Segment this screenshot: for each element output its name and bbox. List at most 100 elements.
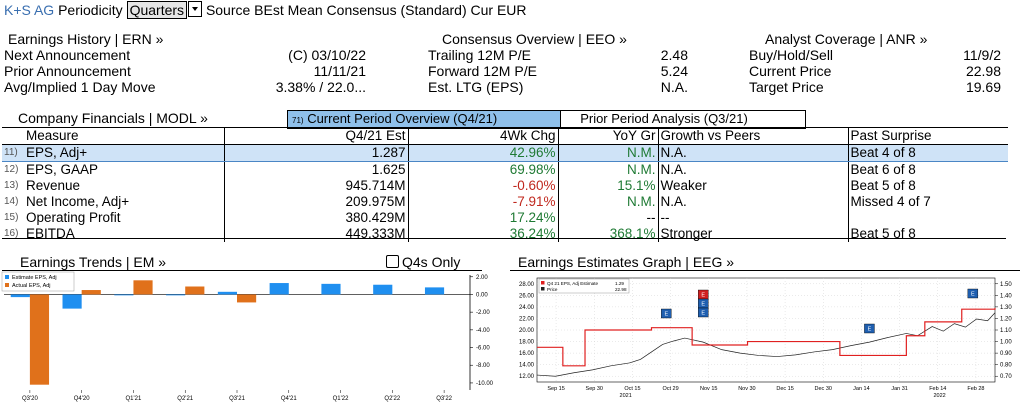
eps-estimate-line <box>537 308 996 367</box>
estimate-cell: 1.287 <box>224 144 409 162</box>
info-row: Trailing 12M P/E 2.48 <box>428 47 688 63</box>
left-tick-label: 18.00 <box>519 340 535 346</box>
info-row: Est. LTG (EPS) N.A. <box>428 79 688 95</box>
table-row[interactable]: 12) EPS, GAAP 1.625 69.98% N.M. N.A. Bea… <box>2 161 1008 178</box>
x-tick-label: Oct 15 <box>624 386 640 392</box>
periodicity-dropdown[interactable]: Quarters <box>126 1 188 19</box>
measure-cell: EPS, Adj+ <box>24 144 225 162</box>
row-number: 11) <box>2 144 24 162</box>
bar-actual <box>133 280 153 295</box>
row-number: 14) <box>4 196 19 207</box>
bar-estimate <box>114 294 134 296</box>
estimates-graph-title[interactable]: Earnings Estimates Graph | EEG » <box>518 254 735 270</box>
info-label: Avg/Implied 1 Day Move <box>4 79 156 95</box>
info-value: 2.48 <box>660 47 688 63</box>
column-header[interactable]: Past Surprise <box>848 127 1008 145</box>
change-cell: 36.24% <box>408 226 559 242</box>
tab-number: 71) <box>292 116 304 125</box>
right-tick-label: 0.80 <box>1000 363 1012 369</box>
financials-title[interactable]: Company Financials | MODL » <box>18 110 208 126</box>
yoy-cell: N.M. <box>558 144 659 162</box>
peers-cell: Stronger <box>658 226 849 242</box>
table-row[interactable]: 15) Operating Profit 380.429M 17.24% -- … <box>2 210 1008 226</box>
column-header[interactable]: Measure <box>24 127 225 145</box>
x-tick-label: Jan 31 <box>891 386 908 392</box>
legend-label: Actual EPS, Adj <box>12 283 51 289</box>
chevron-down-icon[interactable] <box>188 1 203 17</box>
bar-estimate <box>269 283 289 295</box>
measure-cell: Revenue <box>24 178 225 194</box>
earnings-estimates-chart[interactable]: 12.00 14.00 16.00 18.00 20.00 22.00 24.00 26.00… <box>505 270 1024 402</box>
peers-cell: N.A. <box>658 161 849 178</box>
analyst-title[interactable]: Analyst Coverage | ANR » <box>765 31 928 47</box>
x-tick-label: Q3'20 <box>22 396 38 402</box>
x-tick-label: Jan 14 <box>853 386 870 392</box>
earnings-marker <box>661 308 672 319</box>
y-tick-label: -10.00 <box>476 381 494 387</box>
legend-label: Q4 21 EPS, Adj Estimate <box>547 281 599 286</box>
earnings-marker <box>864 323 875 334</box>
bar-actual <box>237 294 257 303</box>
header-bar: K+S AG Periodicity Quarters Source BEst … <box>4 1 527 19</box>
info-label: Next Announcement <box>4 47 131 63</box>
column-header[interactable]: YoY Gr <box>558 127 659 145</box>
left-tick-label: 22.00 <box>519 316 535 322</box>
right-tick-label: 1.20 <box>1000 316 1012 322</box>
column-header[interactable]: 4Wk Chg <box>408 127 559 145</box>
legend-label: Price <box>547 287 558 292</box>
graph-rule <box>510 270 1020 271</box>
earnings-history-title[interactable]: Earnings History | ERN » <box>8 31 164 47</box>
change-cell: -0.60% <box>408 178 559 194</box>
bar-estimate <box>321 283 341 295</box>
source-text: Source BEst Mean Consensus (Standard) Cu… <box>205 2 527 18</box>
tab-number: 72) <box>565 116 577 125</box>
q4s-only-checkbox[interactable]: Q4s Only <box>386 254 460 270</box>
surprise-cell: Beat 4 of 8 <box>848 144 1008 162</box>
legend-swatch <box>541 287 545 291</box>
yoy-cell: 368.1% <box>558 226 659 242</box>
earnings-trends-title[interactable]: Earnings Trends | EM » <box>20 254 167 270</box>
info-label: Forward 12M P/E <box>428 63 537 79</box>
table-row[interactable]: 13) Revenue 945.714M -0.60% 15.1% Weaker… <box>2 178 1008 194</box>
measure-cell: Net Income, Adj+ <box>24 194 225 210</box>
column-header[interactable]: Q4/21 Est <box>224 127 409 145</box>
legend-swatch <box>541 281 545 285</box>
estimate-cell: 209.975M <box>224 194 409 210</box>
x-tick-label: Sep 30 <box>586 386 603 392</box>
row-number: 15) <box>4 212 19 223</box>
x-tick-label: Q1'22 <box>333 396 349 402</box>
x-tick-label: Q4'21 <box>281 396 297 402</box>
x-tick-label: Dec 15 <box>776 386 793 392</box>
info-row: Current Price 22.98 <box>749 63 1001 79</box>
consensus-title[interactable]: Consensus Overview | EEO » <box>442 31 627 47</box>
earnings-marker-label: E <box>664 312 668 318</box>
x-tick-label: Q2'21 <box>177 396 193 402</box>
right-tick-label: 1.30 <box>1000 305 1012 311</box>
info-value: 5.24 <box>660 63 688 79</box>
yoy-cell: N.M. <box>558 194 659 210</box>
change-cell: 17.24% <box>408 210 559 226</box>
x-tick-label: Dec 30 <box>815 386 832 392</box>
right-tick-label: 1.50 <box>1000 282 1012 288</box>
info-value: 19.69 <box>965 79 1001 95</box>
x-year-label: 2021 <box>620 393 632 399</box>
right-tick-label: 1.40 <box>1000 293 1012 299</box>
info-row: Target Price 19.69 <box>749 79 1001 95</box>
checkbox-icon[interactable] <box>386 255 399 268</box>
change-cell: 42.96% <box>408 144 559 162</box>
surprise-cell: Missed 4 of 7 <box>850 194 931 209</box>
table-row[interactable]: 11) EPS, Adj+ 1.287 42.96% N.M. N.A. Bea… <box>2 144 1008 162</box>
yoy-cell: -- <box>558 210 659 226</box>
consensus-rows: Trailing 12M P/E 2.48 Forward 12M P/E 5.24… <box>428 47 688 95</box>
table-row[interactable]: 14) Net Income, Adj+ 209.975M -7.91% N.M… <box>2 194 1008 210</box>
column-header[interactable]: Growth vs Peers <box>658 127 849 145</box>
info-value: 3.38% / 22.0... <box>275 79 366 95</box>
earnings-marker-label: E <box>868 327 872 333</box>
change-cell: -7.91% <box>408 194 559 210</box>
table-row[interactable]: 16) EBITDA 449.333M 36.24% 368.1% Strong… <box>2 226 1008 242</box>
legend-box <box>1 271 75 292</box>
y-tick-label: -8.00 <box>476 363 490 369</box>
earnings-marker <box>698 307 709 318</box>
ticker-label: K+S AG <box>4 2 55 18</box>
earnings-trends-chart[interactable]: 2.00 0.00 -2.00 -4.00 -6.00 -8.00 -10.00 Q3'20 Q… <box>0 270 505 402</box>
